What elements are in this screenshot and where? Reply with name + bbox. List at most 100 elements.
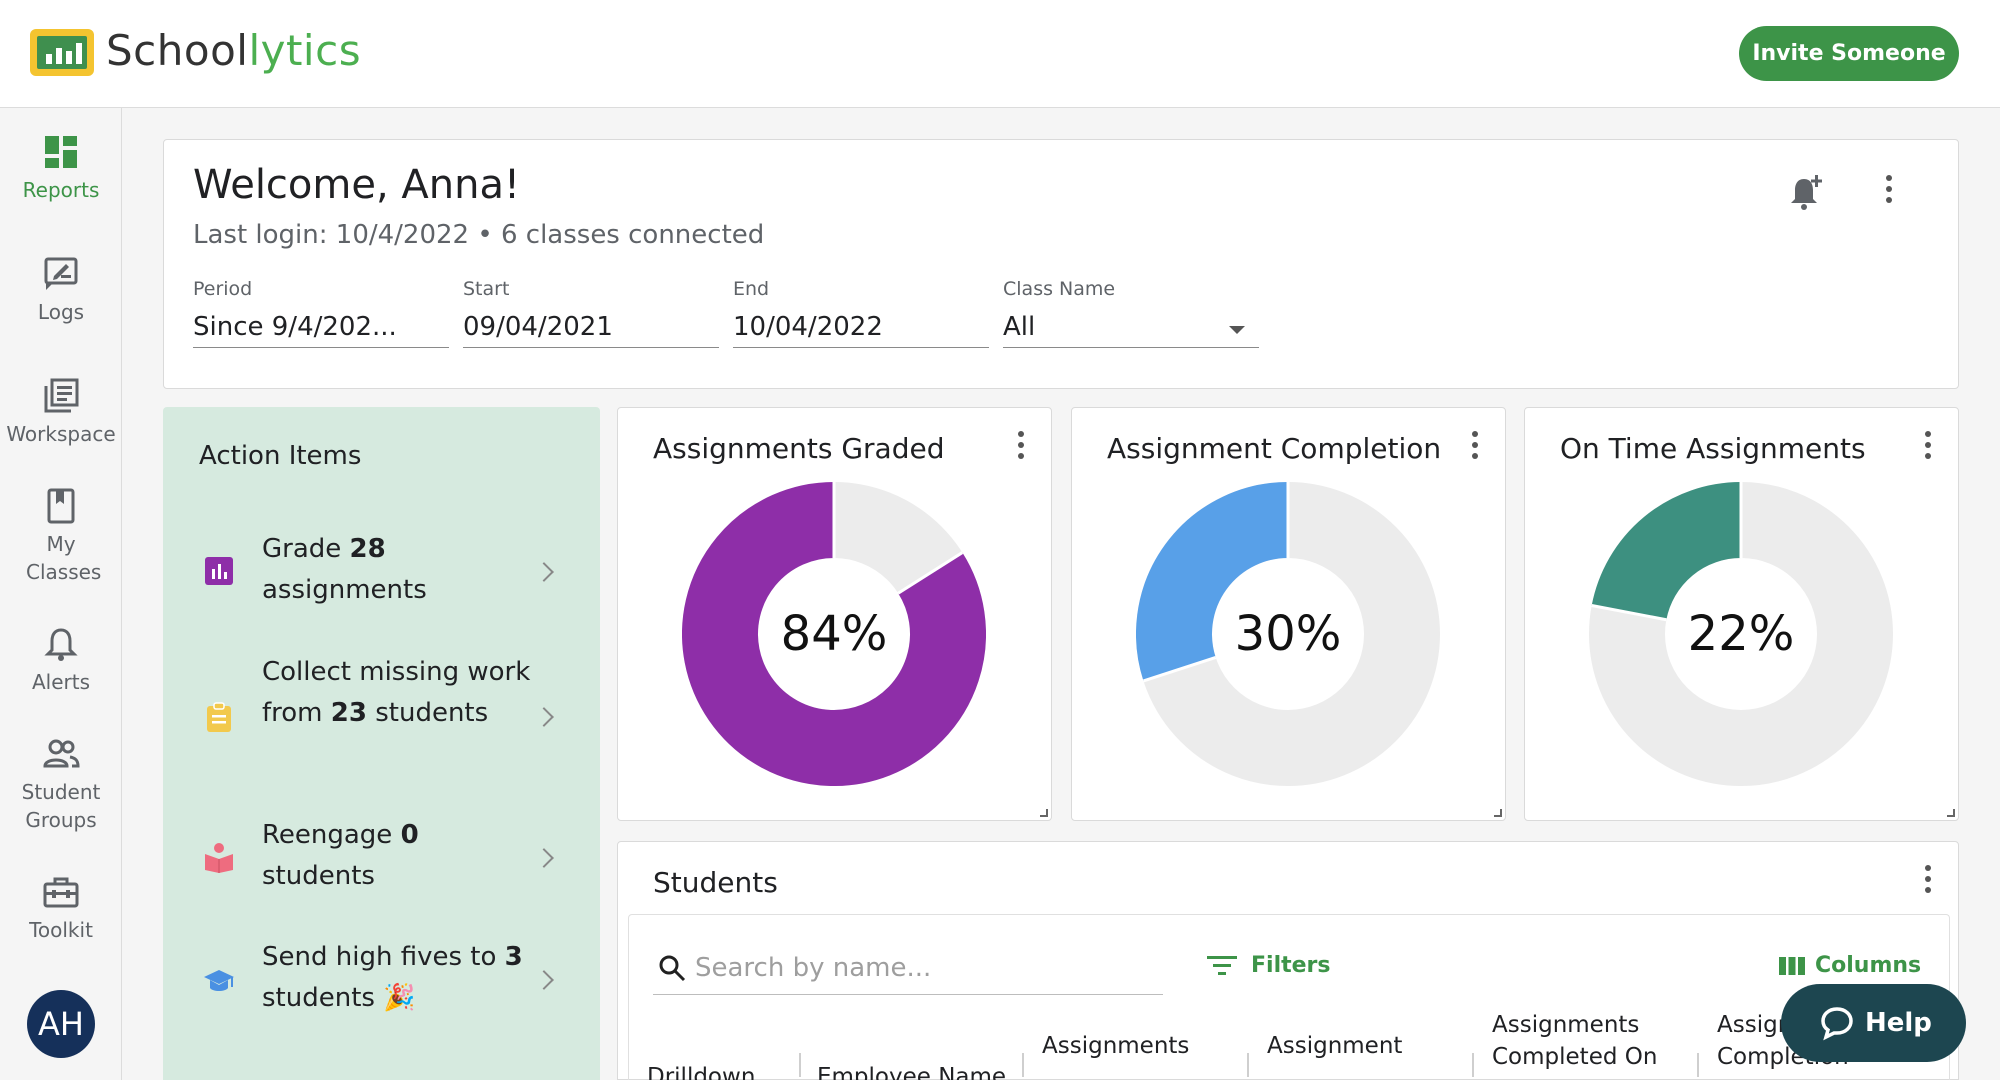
donut-separator xyxy=(1591,604,1667,622)
class-name-label: Class Name xyxy=(1003,278,1116,300)
class-name-value: All xyxy=(1003,312,1036,342)
start-value: 09/04/2021 xyxy=(463,312,613,342)
chevron-right-icon xyxy=(534,562,554,582)
filter-icon xyxy=(1207,956,1237,975)
metric-percentage: 30% xyxy=(1234,606,1342,662)
action-item-high-fives[interactable]: Send high fives to 3 students 🎉 xyxy=(163,937,600,1027)
metric-card-assignment-completion: Assignment Completion 30% xyxy=(1071,407,1506,821)
students-title: Students xyxy=(653,866,778,899)
column-divider[interactable] xyxy=(799,1053,801,1077)
chevron-right-icon xyxy=(534,707,554,727)
more-options-icon[interactable] xyxy=(1913,426,1943,470)
people-icon xyxy=(43,739,80,768)
column-header-assignments[interactable]: Assignments xyxy=(1042,1033,1190,1059)
metric-percentage: 84% xyxy=(780,606,888,662)
start-label: Start xyxy=(463,278,510,300)
column-divider[interactable] xyxy=(1022,1053,1024,1077)
add-alert-icon[interactable] xyxy=(1784,170,1828,214)
sidebar-item-my-classes[interactable]: My Classes xyxy=(0,486,122,586)
search-placeholder: Search by name... xyxy=(695,953,932,983)
column-divider[interactable] xyxy=(1472,1053,1474,1077)
last-login-text: Last login: 10/4/2022 • 6 classes connec… xyxy=(193,220,765,250)
sidebar-item-label: Workspace xyxy=(6,422,116,446)
column-divider[interactable] xyxy=(1697,1053,1699,1077)
donut-chart xyxy=(1136,482,1440,786)
invite-someone-button[interactable]: Invite Someone xyxy=(1739,26,1959,81)
more-options-icon[interactable] xyxy=(1913,860,1943,904)
sidebar-item-label: Toolkit xyxy=(29,918,93,942)
help-button[interactable]: Help xyxy=(1781,984,1966,1062)
donut-value-arc xyxy=(1136,482,1290,681)
donut-chart xyxy=(1589,482,1893,786)
metric-title: On Time Assignments xyxy=(1560,432,1866,465)
bar-chart-icon xyxy=(205,557,233,585)
top-bar: Schoollytics Invite Someone xyxy=(0,0,2000,108)
column-header-assign-completion[interactable]: Assign Completion xyxy=(1717,1012,1849,1070)
action-item-text: Collect missing work from 23 students xyxy=(262,657,531,728)
start-date-field[interactable]: Start 09/04/2021 xyxy=(463,278,719,348)
reader-icon xyxy=(205,843,233,873)
students-card: Students Search by name... Filters Colum… xyxy=(617,841,1959,1080)
action-items-title: Action Items xyxy=(199,441,362,471)
period-label: Period xyxy=(193,278,253,300)
more-options-icon[interactable] xyxy=(1460,426,1490,470)
sidebar-item-alerts[interactable]: Alerts xyxy=(0,624,122,696)
column-header-assignments-completed-on[interactable]: Assignments Completed On xyxy=(1492,1012,1658,1070)
filters-button[interactable]: Filters xyxy=(1207,953,1331,978)
page-title: Welcome, Anna! xyxy=(193,162,521,208)
chevron-right-icon xyxy=(534,970,554,990)
end-value: 10/04/2022 xyxy=(733,312,883,342)
resize-handle-icon[interactable] xyxy=(1947,809,1955,817)
sidebar-item-student-groups[interactable]: Student Groups xyxy=(0,734,122,834)
end-label: End xyxy=(733,278,770,300)
sidebar-item-workspace[interactable]: Workspace xyxy=(0,376,122,448)
metric-percentage: 22% xyxy=(1687,606,1795,662)
more-options-icon[interactable] xyxy=(1006,426,1036,470)
sidebar-item-label: Student Groups xyxy=(21,780,101,832)
resize-handle-icon[interactable] xyxy=(1494,809,1502,817)
action-item-collect-missing[interactable]: Collect missing work from 23 students xyxy=(163,652,600,782)
action-item-text: Reengage 0 students xyxy=(262,820,419,891)
sidebar-item-toolkit[interactable]: Toolkit xyxy=(0,872,122,944)
book-icon xyxy=(47,488,75,524)
metric-card-on-time-assignments: On Time Assignments 22% xyxy=(1524,407,1959,821)
action-item-grade[interactable]: Grade 28 assignments xyxy=(163,529,600,619)
class-name-select[interactable]: Class Name All xyxy=(1003,278,1259,348)
more-options-icon[interactable] xyxy=(1874,170,1904,214)
column-divider[interactable] xyxy=(1247,1053,1249,1077)
donut-chart xyxy=(682,482,986,786)
columns-button[interactable]: Columns xyxy=(1779,953,1921,978)
dashboard-icon xyxy=(45,136,77,168)
metric-title: Assignments Graded xyxy=(653,432,945,465)
avatar[interactable]: AH xyxy=(27,990,95,1058)
columns-icon xyxy=(1779,957,1805,975)
search-icon xyxy=(659,955,686,982)
graduation-cap-icon xyxy=(204,970,234,991)
sidebar-item-logs[interactable]: Logs xyxy=(0,254,122,326)
column-header-employee-name[interactable]: Employee Name xyxy=(817,1064,1007,1080)
action-item-text: Grade 28 assignments xyxy=(262,534,427,605)
action-items-panel: Action Items Grade 28 assignments Collec… xyxy=(163,407,600,1080)
action-item-text: Send high fives to 3 students 🎉 xyxy=(262,942,523,1013)
donut-value-arc xyxy=(682,482,986,786)
column-header-drilldown[interactable]: Drilldown xyxy=(647,1064,756,1080)
search-input[interactable]: Search by name... xyxy=(653,945,1163,995)
chevron-right-icon xyxy=(534,848,554,868)
period-field[interactable]: Period Since 9/4/202... xyxy=(193,278,449,348)
donut-value-arc xyxy=(1591,482,1743,622)
resize-handle-icon[interactable] xyxy=(1040,809,1048,817)
sidebar-item-reports[interactable]: Reports xyxy=(0,132,122,204)
action-item-reengage[interactable]: Reengage 0 students xyxy=(163,815,600,905)
chat-bubble-icon xyxy=(1821,1007,1853,1041)
toolbox-icon xyxy=(43,877,79,908)
sidebar-item-label: My Classes xyxy=(26,532,102,584)
app-name: Schoollytics xyxy=(106,26,362,75)
sidebar-item-label: Reports xyxy=(22,178,100,202)
dropdown-arrow-icon xyxy=(1229,326,1245,334)
edit-note-icon xyxy=(44,257,78,290)
donut-separator xyxy=(897,551,964,595)
end-date-field[interactable]: End 10/04/2022 xyxy=(733,278,989,348)
column-header-assignment[interactable]: Assignment xyxy=(1267,1033,1403,1059)
metric-card-assignments-graded: Assignments Graded 84% xyxy=(617,407,1052,821)
clipboard-icon xyxy=(207,702,231,732)
